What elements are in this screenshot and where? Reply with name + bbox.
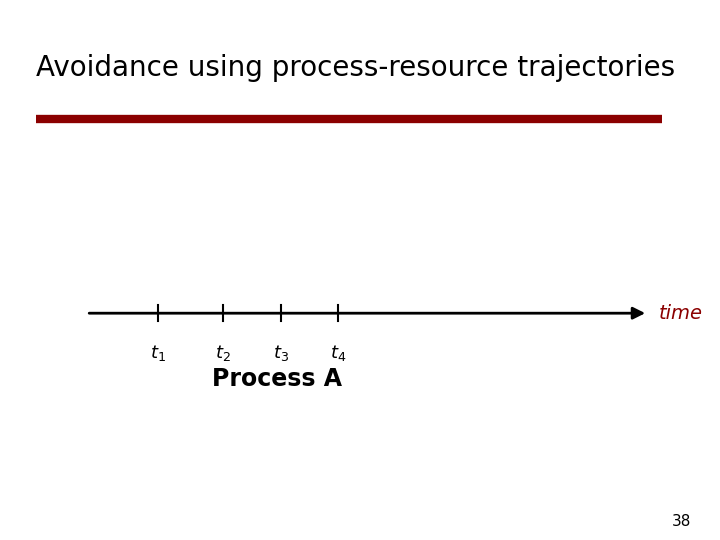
Text: 38: 38 bbox=[672, 514, 691, 529]
Text: Avoidance using process-resource trajectories: Avoidance using process-resource traject… bbox=[36, 54, 675, 82]
Text: time: time bbox=[659, 303, 703, 323]
Text: $t_{3}$: $t_{3}$ bbox=[273, 343, 289, 363]
Text: $t_{2}$: $t_{2}$ bbox=[215, 343, 231, 363]
Text: Process A: Process A bbox=[212, 367, 343, 391]
Text: $t_{1}$: $t_{1}$ bbox=[150, 343, 166, 363]
Text: $t_{4}$: $t_{4}$ bbox=[330, 343, 346, 363]
